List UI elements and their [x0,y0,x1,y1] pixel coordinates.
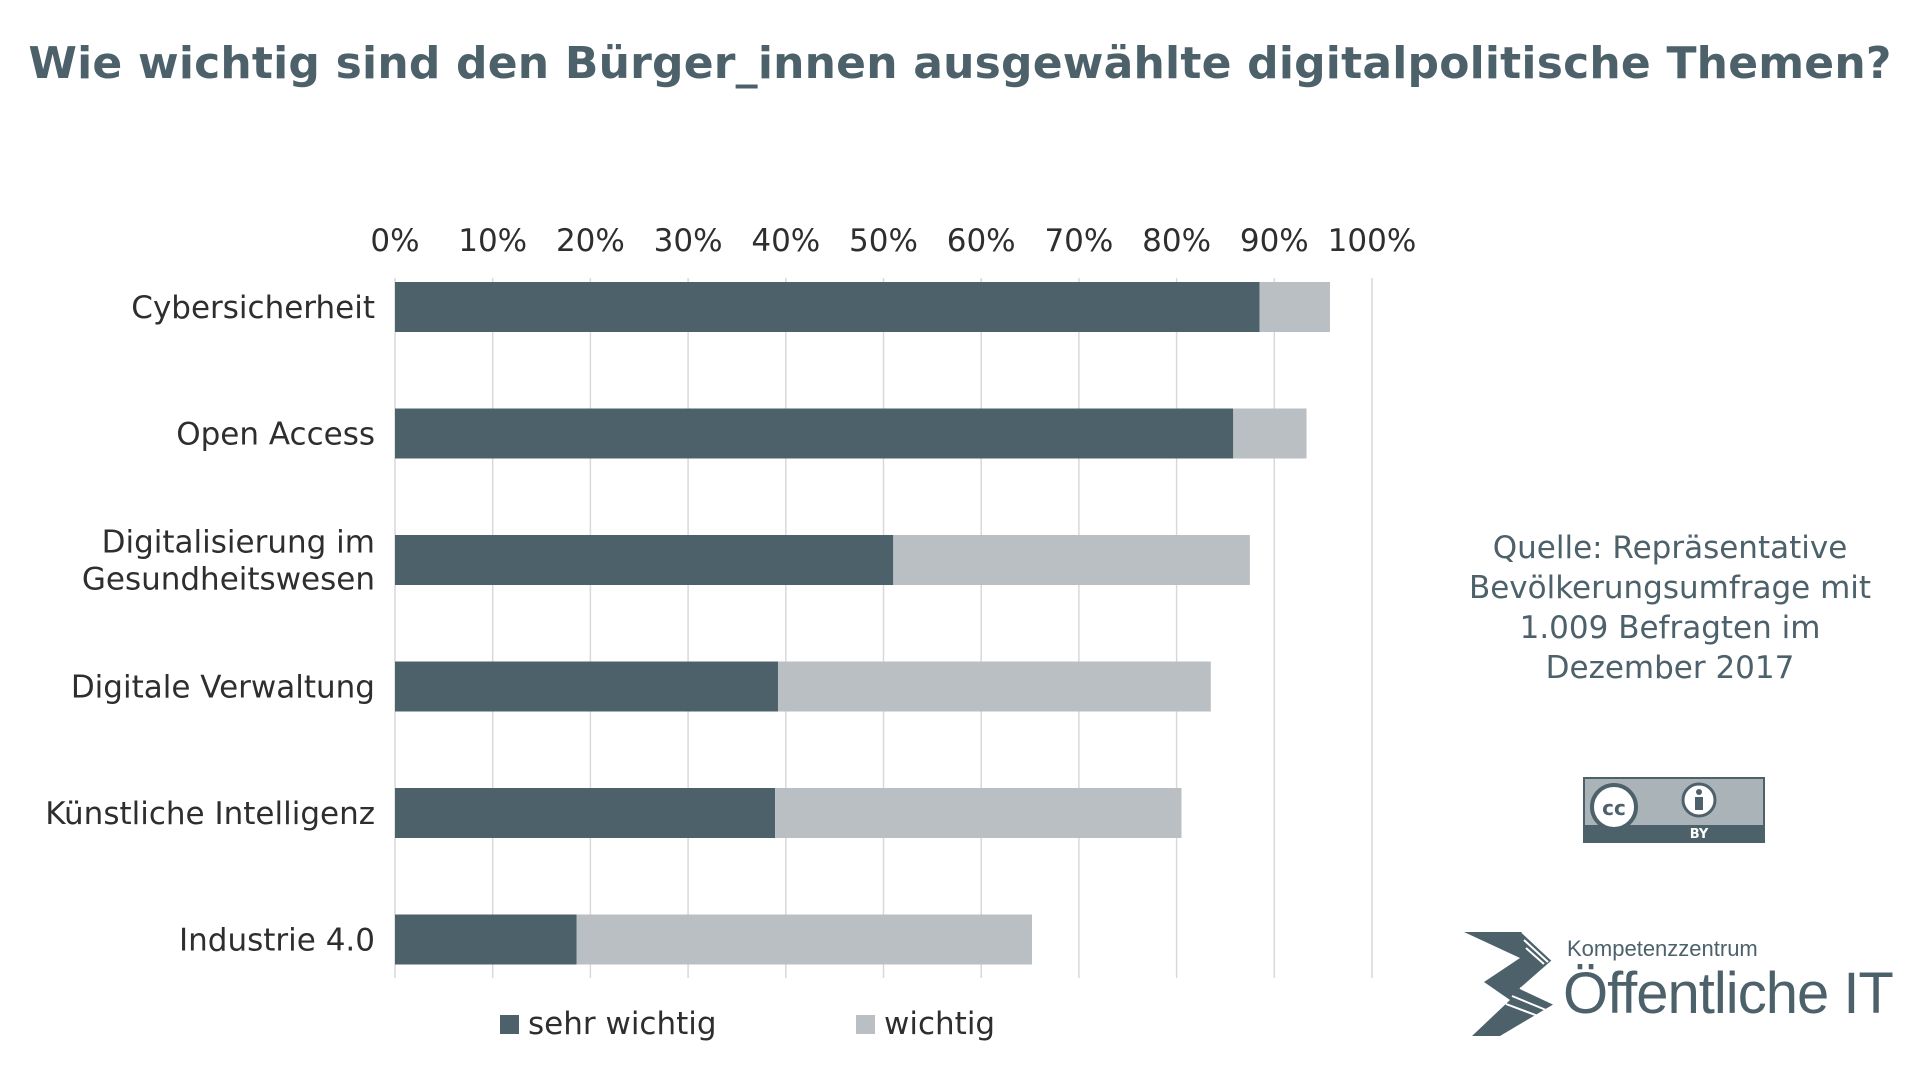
cc-text: cc [1602,796,1626,820]
category-label: Cybersicherheit [131,290,375,326]
x-tick-label: 10% [458,223,527,259]
legend-label: sehr wichtig [528,1006,717,1042]
x-axis-ticks: 0% 10% 20% 30% 40% 50% 60% 70% 80% 90% 100% [370,223,1416,259]
category-label: Gesundheitswesen [82,562,375,598]
bar-segment [395,408,1234,459]
source-line: 1.009 Befragten im [1519,610,1821,646]
x-tick-label: 40% [751,223,820,259]
bar-segment [395,914,577,965]
x-tick-label: 20% [556,223,625,259]
bar-segment [893,535,1250,585]
legend-swatch [856,1015,875,1034]
bar-segment [1233,408,1307,459]
x-tick-label: 90% [1240,223,1309,259]
cc-icon [1590,783,1638,831]
legend: sehr wichtig wichtig [500,1006,995,1042]
category-labels: Cybersicherheit Open Access Digitalisierun… [45,290,375,959]
cc-by-license-badge: cc BY [1583,777,1765,843]
logo-subtitle: Kompetenzzentrum [1567,936,1758,961]
category-label: Künstliche Intelligenz [45,796,375,832]
x-tick-label: 50% [849,223,918,259]
category-label: Open Access [176,417,375,453]
x-tick-label: 70% [1044,223,1113,259]
x-tick-label: 30% [654,223,723,259]
category-label: Digitale Verwaltung [71,670,375,706]
logo-wordmark: Öffentliche IT [1563,961,1894,1026]
kompetenzzentrum-logo-mark [1464,931,1555,1036]
bar-segment [395,282,1260,332]
source-line: Dezember 2017 [1545,650,1795,686]
bar-segment [1259,282,1330,332]
bars [395,282,1330,965]
source-line: Quelle: Repräsentative [1492,530,1848,566]
bar-segment [775,788,1182,838]
category-label: Digitalisierung im [102,525,375,561]
bar-segment [777,661,1211,712]
x-tick-label: 60% [947,223,1016,259]
chart-title: Wie wichtig sind den Bürger_innen ausgew… [28,38,1892,89]
bar-segment [395,661,778,712]
source-note: Quelle: Repräsentative Bevölkerungsumfra… [1430,528,1910,688]
bar-segment [395,788,776,838]
bar-segment [395,535,894,585]
source-line: Bevölkerungsumfrage mit [1468,570,1872,606]
x-tick-label: 80% [1142,223,1211,259]
category-label: Industrie 4.0 [179,923,375,959]
bar-segment [576,914,1033,965]
legend-swatch [500,1015,519,1034]
by-text: BY [1690,827,1709,842]
gridlines [394,278,1373,978]
x-tick-label: 100% [1328,223,1417,259]
x-tick-label: 0% [370,223,419,259]
legend-label: wichtig [884,1006,995,1042]
